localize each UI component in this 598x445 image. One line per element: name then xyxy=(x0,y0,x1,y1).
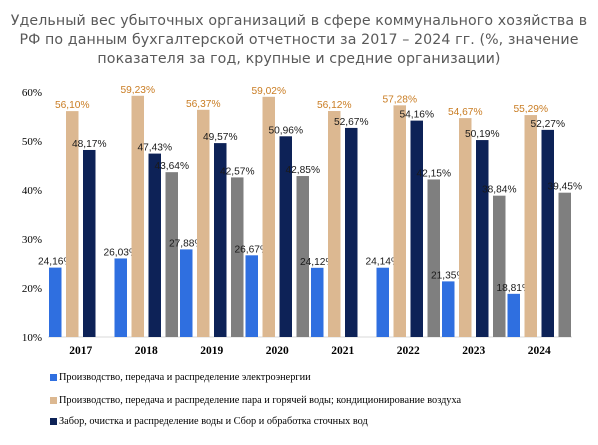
data-label: 49,57% xyxy=(203,132,238,143)
data-label: 42,85% xyxy=(285,165,320,176)
legend-label-steam-hot-water: Производство, передача и распределение п… xyxy=(59,395,462,406)
bar-water xyxy=(279,136,292,337)
bar-electricity xyxy=(180,249,193,337)
x-tick-label: 2023 xyxy=(462,345,485,357)
bar-water xyxy=(148,153,161,337)
data-label: 56,37% xyxy=(186,99,221,110)
data-label: 50,19% xyxy=(465,129,500,140)
bar-electricity xyxy=(376,267,389,337)
bar-water xyxy=(410,120,423,337)
data-label: 54,67% xyxy=(448,107,483,118)
data-label: 57,28% xyxy=(382,94,417,105)
data-label: 52,67% xyxy=(334,117,369,128)
legend-label-water-sewage: Забор, очистка и распределение воды и Сб… xyxy=(59,416,368,427)
bar-electricity xyxy=(245,255,258,337)
bar-electricity xyxy=(311,267,324,337)
data-label: 24,14% xyxy=(365,257,400,268)
chart-title: Удельный вес убыточных организаций в сфе… xyxy=(10,13,588,67)
data-label: 50,96% xyxy=(268,125,303,136)
x-tick-label: 2018 xyxy=(135,345,158,357)
bar-steam xyxy=(66,111,79,337)
bar-grey xyxy=(493,195,506,337)
bar-grey xyxy=(231,177,244,337)
data-label: 43,64% xyxy=(154,161,189,172)
data-label: 56,12% xyxy=(317,100,352,111)
y-tick-label: 50% xyxy=(22,136,42,148)
x-tick-label: 2024 xyxy=(528,345,551,357)
data-label: 39,45% xyxy=(547,182,582,193)
data-label: 56,10% xyxy=(55,100,90,111)
bar-electricity xyxy=(507,293,520,337)
data-label: 18,81% xyxy=(496,283,531,294)
y-tick-label: 60% xyxy=(22,87,42,99)
legend-swatch-steam-hot-water xyxy=(50,397,57,404)
bar-water xyxy=(345,127,358,338)
data-label: 26,67% xyxy=(234,244,269,255)
bar-grey xyxy=(558,192,571,337)
data-label: 21,35% xyxy=(431,270,466,281)
data-label: 52,27% xyxy=(530,119,565,130)
y-tick-label: 20% xyxy=(22,283,42,295)
bar-electricity xyxy=(442,281,455,337)
x-tick-label: 2022 xyxy=(397,345,420,357)
data-label: 42,57% xyxy=(220,166,255,177)
legend-swatch-electricity xyxy=(50,374,57,381)
y-tick-label: 10% xyxy=(22,332,42,344)
bar-grey xyxy=(427,179,440,337)
x-tick-label: 2019 xyxy=(200,345,223,357)
legend-label-electricity: Производство, передача и распределение э… xyxy=(59,372,311,383)
legend-swatch-water-sewage xyxy=(50,418,57,425)
bar-steam xyxy=(131,95,144,337)
data-label: 27,88% xyxy=(169,238,204,249)
data-label: 59,23% xyxy=(120,85,155,96)
bar-grey xyxy=(296,176,309,337)
x-tick-label: 2020 xyxy=(266,345,289,357)
data-label: 42,15% xyxy=(416,168,451,179)
x-tick-label: 2017 xyxy=(69,345,92,357)
y-tick-label: 40% xyxy=(22,185,42,197)
bar-steam xyxy=(262,96,275,337)
data-label: 24,12% xyxy=(300,257,335,268)
data-label: 38,84% xyxy=(482,185,517,196)
data-label: 59,02% xyxy=(251,86,286,97)
data-label: 54,16% xyxy=(399,110,434,121)
data-label: 26,03% xyxy=(103,247,138,258)
bar-grey xyxy=(165,172,178,337)
bar-steam xyxy=(459,118,472,337)
bar-water xyxy=(214,143,227,337)
bar-water xyxy=(541,129,554,337)
bar-electricity xyxy=(49,267,62,337)
bar-electricity xyxy=(114,258,127,337)
bar-steam xyxy=(328,111,341,338)
data-label: 55,29% xyxy=(513,104,548,115)
bar-steam xyxy=(393,105,406,337)
bar-steam xyxy=(524,115,537,337)
data-label: 47,43% xyxy=(137,143,172,154)
y-tick-label: 30% xyxy=(22,234,42,246)
bar-water xyxy=(476,140,489,337)
x-tick-label: 2021 xyxy=(331,345,354,357)
data-label: 48,17% xyxy=(72,139,107,150)
bar-steam xyxy=(197,109,210,337)
bar-water xyxy=(83,149,96,337)
data-label: 24,16% xyxy=(38,257,73,268)
